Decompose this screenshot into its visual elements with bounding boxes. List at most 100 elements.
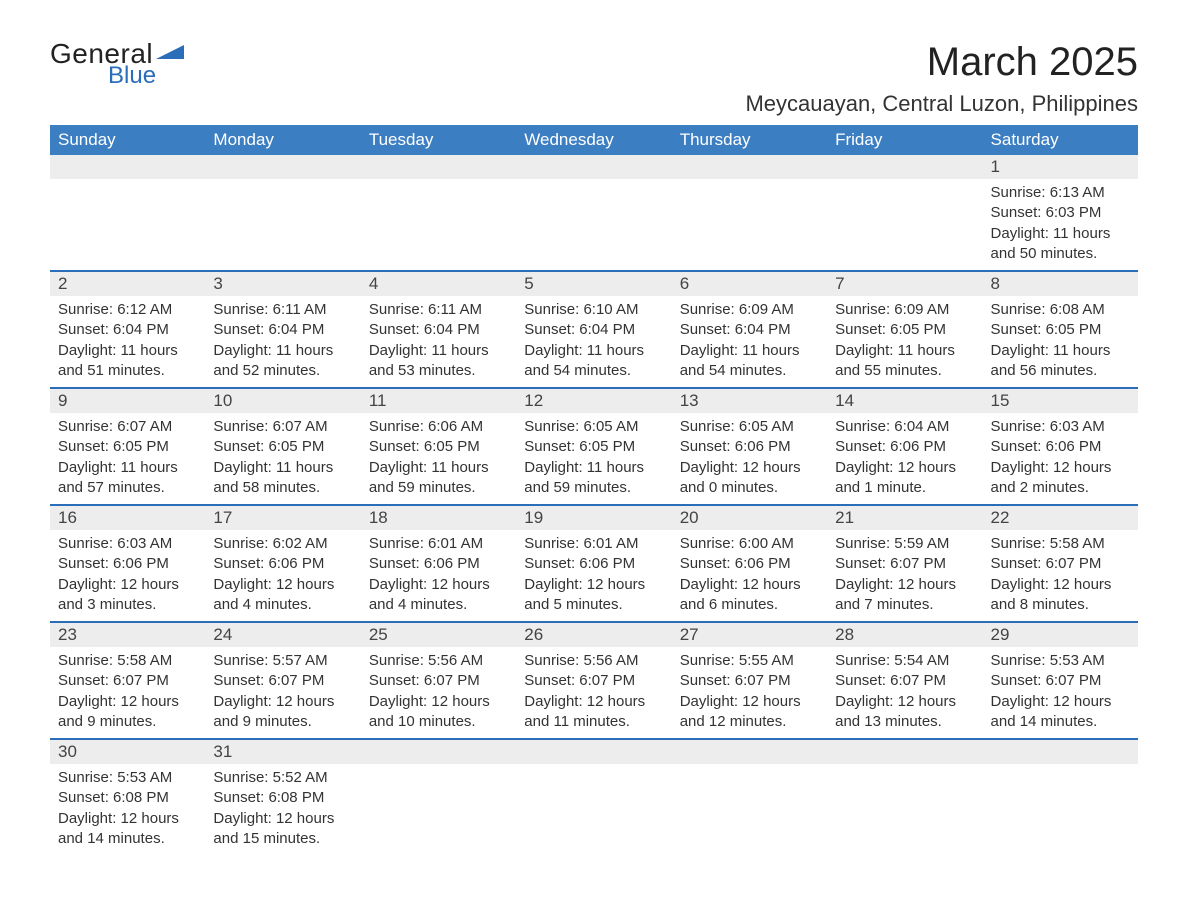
daynum-row: 1 <box>50 155 1138 179</box>
day-detail: Sunrise: 6:05 AM Sunset: 6:06 PM Dayligh… <box>672 413 827 505</box>
detail-row: Sunrise: 6:13 AM Sunset: 6:03 PM Dayligh… <box>50 179 1138 271</box>
day-number: 28 <box>827 622 982 647</box>
dow-sunday: Sunday <box>50 125 205 155</box>
day-number: 30 <box>50 739 205 764</box>
detail-row: Sunrise: 6:03 AM Sunset: 6:06 PM Dayligh… <box>50 530 1138 622</box>
day-detail <box>361 179 516 271</box>
day-number: 3 <box>205 271 360 296</box>
day-number: 9 <box>50 388 205 413</box>
day-number: 16 <box>50 505 205 530</box>
detail-row: Sunrise: 5:53 AM Sunset: 6:08 PM Dayligh… <box>50 764 1138 855</box>
day-number <box>205 155 360 179</box>
day-detail <box>205 179 360 271</box>
day-detail <box>983 764 1138 855</box>
day-number: 21 <box>827 505 982 530</box>
day-detail: Sunrise: 6:00 AM Sunset: 6:06 PM Dayligh… <box>672 530 827 622</box>
day-number: 18 <box>361 505 516 530</box>
day-number: 8 <box>983 271 1138 296</box>
day-number: 1 <box>983 155 1138 179</box>
logo-word-blue: Blue <box>108 64 184 88</box>
dow-monday: Monday <box>205 125 360 155</box>
day-detail: Sunrise: 6:09 AM Sunset: 6:04 PM Dayligh… <box>672 296 827 388</box>
day-number <box>361 155 516 179</box>
day-number: 25 <box>361 622 516 647</box>
day-number <box>672 739 827 764</box>
day-detail: Sunrise: 5:53 AM Sunset: 6:07 PM Dayligh… <box>983 647 1138 739</box>
day-number <box>672 155 827 179</box>
day-number: 23 <box>50 622 205 647</box>
day-number: 5 <box>516 271 671 296</box>
header: General Blue March 2025 Meycauayan, Cent… <box>50 40 1138 117</box>
day-detail: Sunrise: 6:03 AM Sunset: 6:06 PM Dayligh… <box>50 530 205 622</box>
daynum-row: 9101112131415 <box>50 388 1138 413</box>
day-detail: Sunrise: 6:02 AM Sunset: 6:06 PM Dayligh… <box>205 530 360 622</box>
day-number: 14 <box>827 388 982 413</box>
flag-icon <box>156 45 184 63</box>
day-detail <box>516 764 671 855</box>
day-number <box>516 155 671 179</box>
dow-thursday: Thursday <box>672 125 827 155</box>
day-number: 24 <box>205 622 360 647</box>
day-number: 10 <box>205 388 360 413</box>
day-number <box>516 739 671 764</box>
day-detail: Sunrise: 5:54 AM Sunset: 6:07 PM Dayligh… <box>827 647 982 739</box>
day-detail: Sunrise: 6:06 AM Sunset: 6:05 PM Dayligh… <box>361 413 516 505</box>
detail-row: Sunrise: 6:07 AM Sunset: 6:05 PM Dayligh… <box>50 413 1138 505</box>
month-title: March 2025 <box>745 40 1138 85</box>
day-number: 2 <box>50 271 205 296</box>
day-number: 27 <box>672 622 827 647</box>
day-number <box>361 739 516 764</box>
day-number: 29 <box>983 622 1138 647</box>
day-detail: Sunrise: 6:12 AM Sunset: 6:04 PM Dayligh… <box>50 296 205 388</box>
day-detail <box>672 764 827 855</box>
day-detail: Sunrise: 6:11 AM Sunset: 6:04 PM Dayligh… <box>205 296 360 388</box>
day-header-row: Sunday Monday Tuesday Wednesday Thursday… <box>50 125 1138 155</box>
day-number <box>983 739 1138 764</box>
day-number: 12 <box>516 388 671 413</box>
day-detail: Sunrise: 5:59 AM Sunset: 6:07 PM Dayligh… <box>827 530 982 622</box>
calendar-table: Sunday Monday Tuesday Wednesday Thursday… <box>50 125 1138 855</box>
day-detail <box>827 179 982 271</box>
calendar-body: 1Sunrise: 6:13 AM Sunset: 6:03 PM Daylig… <box>50 155 1138 855</box>
day-number: 20 <box>672 505 827 530</box>
daynum-row: 16171819202122 <box>50 505 1138 530</box>
dow-saturday: Saturday <box>983 125 1138 155</box>
day-number: 22 <box>983 505 1138 530</box>
day-detail: Sunrise: 6:01 AM Sunset: 6:06 PM Dayligh… <box>361 530 516 622</box>
day-number: 7 <box>827 271 982 296</box>
day-number <box>827 155 982 179</box>
day-detail: Sunrise: 5:57 AM Sunset: 6:07 PM Dayligh… <box>205 647 360 739</box>
day-number: 15 <box>983 388 1138 413</box>
dow-friday: Friday <box>827 125 982 155</box>
logo: General Blue <box>50 40 184 88</box>
day-detail: Sunrise: 5:55 AM Sunset: 6:07 PM Dayligh… <box>672 647 827 739</box>
dow-wednesday: Wednesday <box>516 125 671 155</box>
day-detail: Sunrise: 6:07 AM Sunset: 6:05 PM Dayligh… <box>50 413 205 505</box>
day-detail: Sunrise: 5:58 AM Sunset: 6:07 PM Dayligh… <box>50 647 205 739</box>
day-number: 13 <box>672 388 827 413</box>
day-detail: Sunrise: 6:13 AM Sunset: 6:03 PM Dayligh… <box>983 179 1138 271</box>
day-number: 19 <box>516 505 671 530</box>
day-number: 26 <box>516 622 671 647</box>
day-detail: Sunrise: 6:09 AM Sunset: 6:05 PM Dayligh… <box>827 296 982 388</box>
day-detail <box>827 764 982 855</box>
daynum-row: 3031 <box>50 739 1138 764</box>
day-number: 17 <box>205 505 360 530</box>
day-detail: Sunrise: 5:56 AM Sunset: 6:07 PM Dayligh… <box>516 647 671 739</box>
day-number <box>827 739 982 764</box>
daynum-row: 23242526272829 <box>50 622 1138 647</box>
day-number: 11 <box>361 388 516 413</box>
day-detail: Sunrise: 6:07 AM Sunset: 6:05 PM Dayligh… <box>205 413 360 505</box>
day-detail <box>672 179 827 271</box>
day-detail: Sunrise: 5:53 AM Sunset: 6:08 PM Dayligh… <box>50 764 205 855</box>
detail-row: Sunrise: 6:12 AM Sunset: 6:04 PM Dayligh… <box>50 296 1138 388</box>
daynum-row: 2345678 <box>50 271 1138 296</box>
dow-tuesday: Tuesday <box>361 125 516 155</box>
day-detail: Sunrise: 5:56 AM Sunset: 6:07 PM Dayligh… <box>361 647 516 739</box>
day-detail: Sunrise: 6:08 AM Sunset: 6:05 PM Dayligh… <box>983 296 1138 388</box>
day-detail <box>361 764 516 855</box>
day-detail: Sunrise: 5:52 AM Sunset: 6:08 PM Dayligh… <box>205 764 360 855</box>
day-detail <box>50 179 205 271</box>
title-block: March 2025 Meycauayan, Central Luzon, Ph… <box>745 40 1138 117</box>
day-number <box>50 155 205 179</box>
